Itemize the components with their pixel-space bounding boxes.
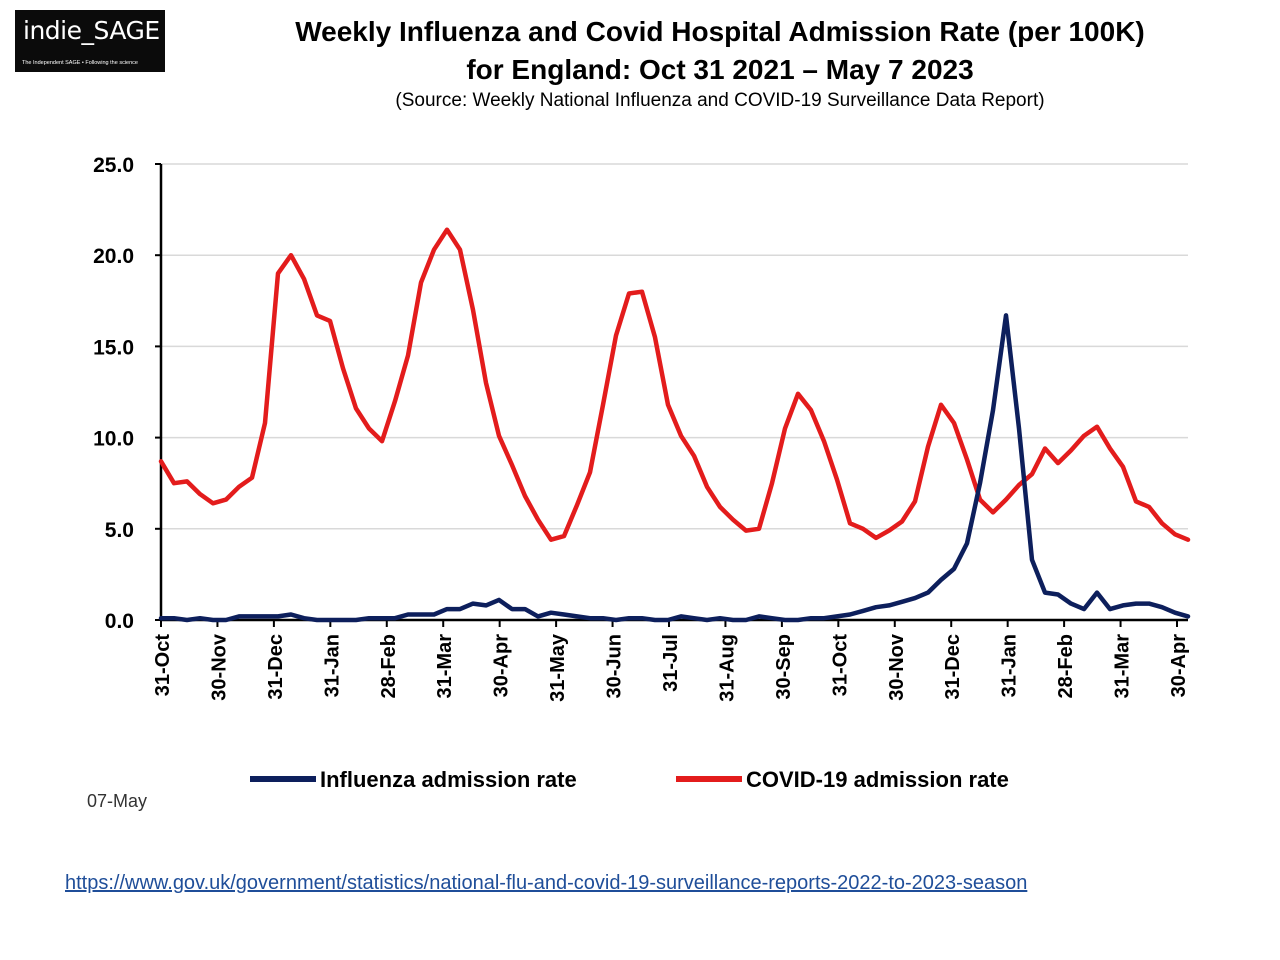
x-tick-label: 31-Oct bbox=[829, 634, 851, 697]
chart-series bbox=[158, 227, 1191, 623]
chart-gridlines bbox=[161, 163, 1188, 530]
x-tick-label: 31-Jul bbox=[660, 634, 682, 692]
legend-covid-label: COVID-19 admission rate bbox=[746, 767, 1009, 792]
x-tick-label: 30-Jun bbox=[604, 634, 626, 698]
logo-tagline: The Independent SAGE • Following the sci… bbox=[22, 60, 138, 66]
x-tick-label: 31-Mar bbox=[434, 634, 456, 699]
x-tick-label: 31-Aug bbox=[716, 634, 738, 702]
x-tick-label: 31-Jan bbox=[321, 634, 343, 697]
chart-subtitle: (Source: Weekly National Influenza and C… bbox=[395, 90, 1045, 111]
influenza-series-line bbox=[158, 313, 1191, 623]
chart-title-line1: Weekly Influenza and Covid Hospital Admi… bbox=[295, 16, 1145, 47]
y-tick-label: 10.0 bbox=[93, 428, 134, 451]
x-tick-label: 31-Mar bbox=[1112, 634, 1134, 699]
x-tick-label: 31-Jan bbox=[999, 634, 1021, 697]
chart-axes bbox=[159, 164, 1188, 622]
x-axis-ticks: 31-Oct 30-Nov 31-Dec 31-Jan 28-Feb 31-Mar 30-A… bbox=[152, 620, 1190, 702]
logo-name: indie_SAGE bbox=[23, 16, 160, 45]
y-tick-label: 25.0 bbox=[93, 154, 134, 177]
footnote-date: 07-May bbox=[87, 791, 148, 811]
y-tick-label: 5.0 bbox=[105, 519, 134, 542]
covid-series-line bbox=[158, 227, 1191, 542]
x-tick-label: 28-Feb bbox=[1055, 634, 1077, 698]
y-axis-ticks: 0.0 5.0 10.0 15.0 20.0 25.0 bbox=[93, 154, 161, 633]
y-tick-label: 15.0 bbox=[93, 336, 134, 359]
x-tick-label: 28-Feb bbox=[378, 634, 400, 698]
y-tick-label: 20.0 bbox=[93, 245, 134, 268]
legend-influenza-label: Influenza admission rate bbox=[320, 767, 577, 792]
y-tick-label: 0.0 bbox=[105, 610, 134, 633]
chart-legend: Influenza admission rate COVID-19 admiss… bbox=[250, 767, 1009, 792]
x-tick-label: 31-Oct bbox=[152, 634, 174, 697]
indie-sage-logo: indie_SAGE The Independent SAGE • Follow… bbox=[15, 10, 165, 72]
x-tick-label: 30-Nov bbox=[886, 633, 908, 701]
x-tick-label: 31-Dec bbox=[942, 634, 964, 700]
x-tick-label: 31-May bbox=[547, 633, 569, 702]
x-tick-label: 30-Apr bbox=[1168, 634, 1190, 698]
x-tick-label: 30-Sep bbox=[773, 634, 795, 700]
x-tick-label: 30-Apr bbox=[491, 634, 513, 698]
source-url-link[interactable]: https://www.gov.uk/government/statistics… bbox=[65, 872, 1028, 894]
x-tick-label: 30-Nov bbox=[208, 633, 230, 701]
chart-title-line2: for England: Oct 31 2021 – May 7 2023 bbox=[466, 54, 974, 85]
x-tick-label: 31-Dec bbox=[265, 634, 287, 700]
